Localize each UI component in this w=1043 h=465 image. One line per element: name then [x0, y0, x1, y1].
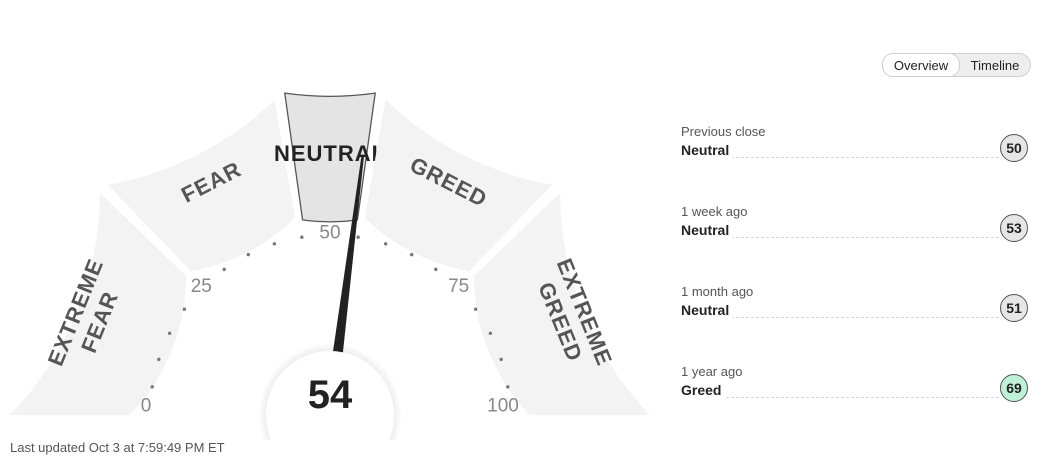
history-period: 1 month ago	[681, 284, 754, 299]
gauge-value-hub	[266, 351, 394, 440]
view-toggle[interactable]: Overview Timeline	[882, 53, 1031, 77]
gauge-value: 54	[308, 373, 353, 417]
gauge-tick-dot	[272, 242, 277, 246]
gauge-zone-fear	[107, 99, 296, 272]
history-rating: Neutral	[681, 142, 734, 158]
gauge-tick-dot	[383, 242, 388, 246]
gauge-tick-dot	[300, 235, 304, 239]
gauge-tick-label: 0	[141, 396, 152, 417]
history-value-badge: 50	[1000, 134, 1028, 162]
gauge-zone-greed	[364, 99, 553, 272]
gauge-zone-extreme-fear	[10, 192, 187, 415]
gauge-tick-label: 50	[319, 223, 340, 244]
dashed-divider	[681, 157, 999, 158]
last-updated-text: Last updated Oct 3 at 7:59:49 PM ET	[10, 440, 225, 455]
gauge-tick-dot	[506, 385, 510, 389]
gauge-tick-dot	[488, 331, 493, 335]
gauge-needle	[332, 154, 365, 355]
gauge-tick-dot	[182, 307, 187, 311]
history-rating: Greed	[681, 382, 726, 398]
history-value-badge: 69	[1000, 374, 1028, 402]
gauge-tick-dot	[246, 252, 250, 257]
gauge-tick-label: 25	[191, 276, 212, 297]
gauge-tick-dot	[499, 357, 503, 362]
gauge-tick-dot	[157, 357, 161, 362]
gauge-tick-label: 75	[448, 276, 469, 297]
history-value-badge: 51	[1000, 294, 1028, 322]
history-rating: Neutral	[681, 302, 734, 318]
gauge-zone-label: NEUTRAL	[274, 141, 386, 166]
gauge-tick-dot	[167, 331, 172, 335]
gauge-tick-dot	[222, 267, 226, 272]
history-row-1-month-ago: 1 month ago Neutral 51	[681, 284, 1029, 344]
history-period: 1 year ago	[681, 364, 743, 379]
gauge-tick-dot	[356, 235, 360, 239]
history-row-1-week-ago: 1 week ago Neutral 53	[681, 204, 1029, 264]
gauge-tick-dot	[410, 252, 414, 257]
gauge-zone-extreme-greed	[473, 192, 650, 415]
dashed-divider	[681, 397, 999, 398]
history-period: 1 week ago	[681, 204, 748, 219]
history-row-1-year-ago: 1 year ago Greed 69	[681, 364, 1029, 424]
dashed-divider	[681, 317, 999, 318]
gauge-tick-label: 100	[487, 396, 519, 417]
history-rating: Neutral	[681, 222, 734, 238]
history-value-badge: 53	[1000, 214, 1028, 242]
gauge-tick-dot	[473, 307, 478, 311]
gauge-tick-dot	[150, 385, 154, 389]
timeline-tab[interactable]: Timeline	[970, 57, 1020, 73]
history-period: Previous close	[681, 124, 766, 139]
history-row-previous-close: Previous close Neutral 50	[681, 124, 1029, 184]
dashed-divider	[681, 237, 999, 238]
overview-tab[interactable]: Overview	[882, 53, 960, 77]
gauge-zone-neutral	[284, 92, 376, 223]
gauge-tick-dot	[434, 267, 438, 272]
